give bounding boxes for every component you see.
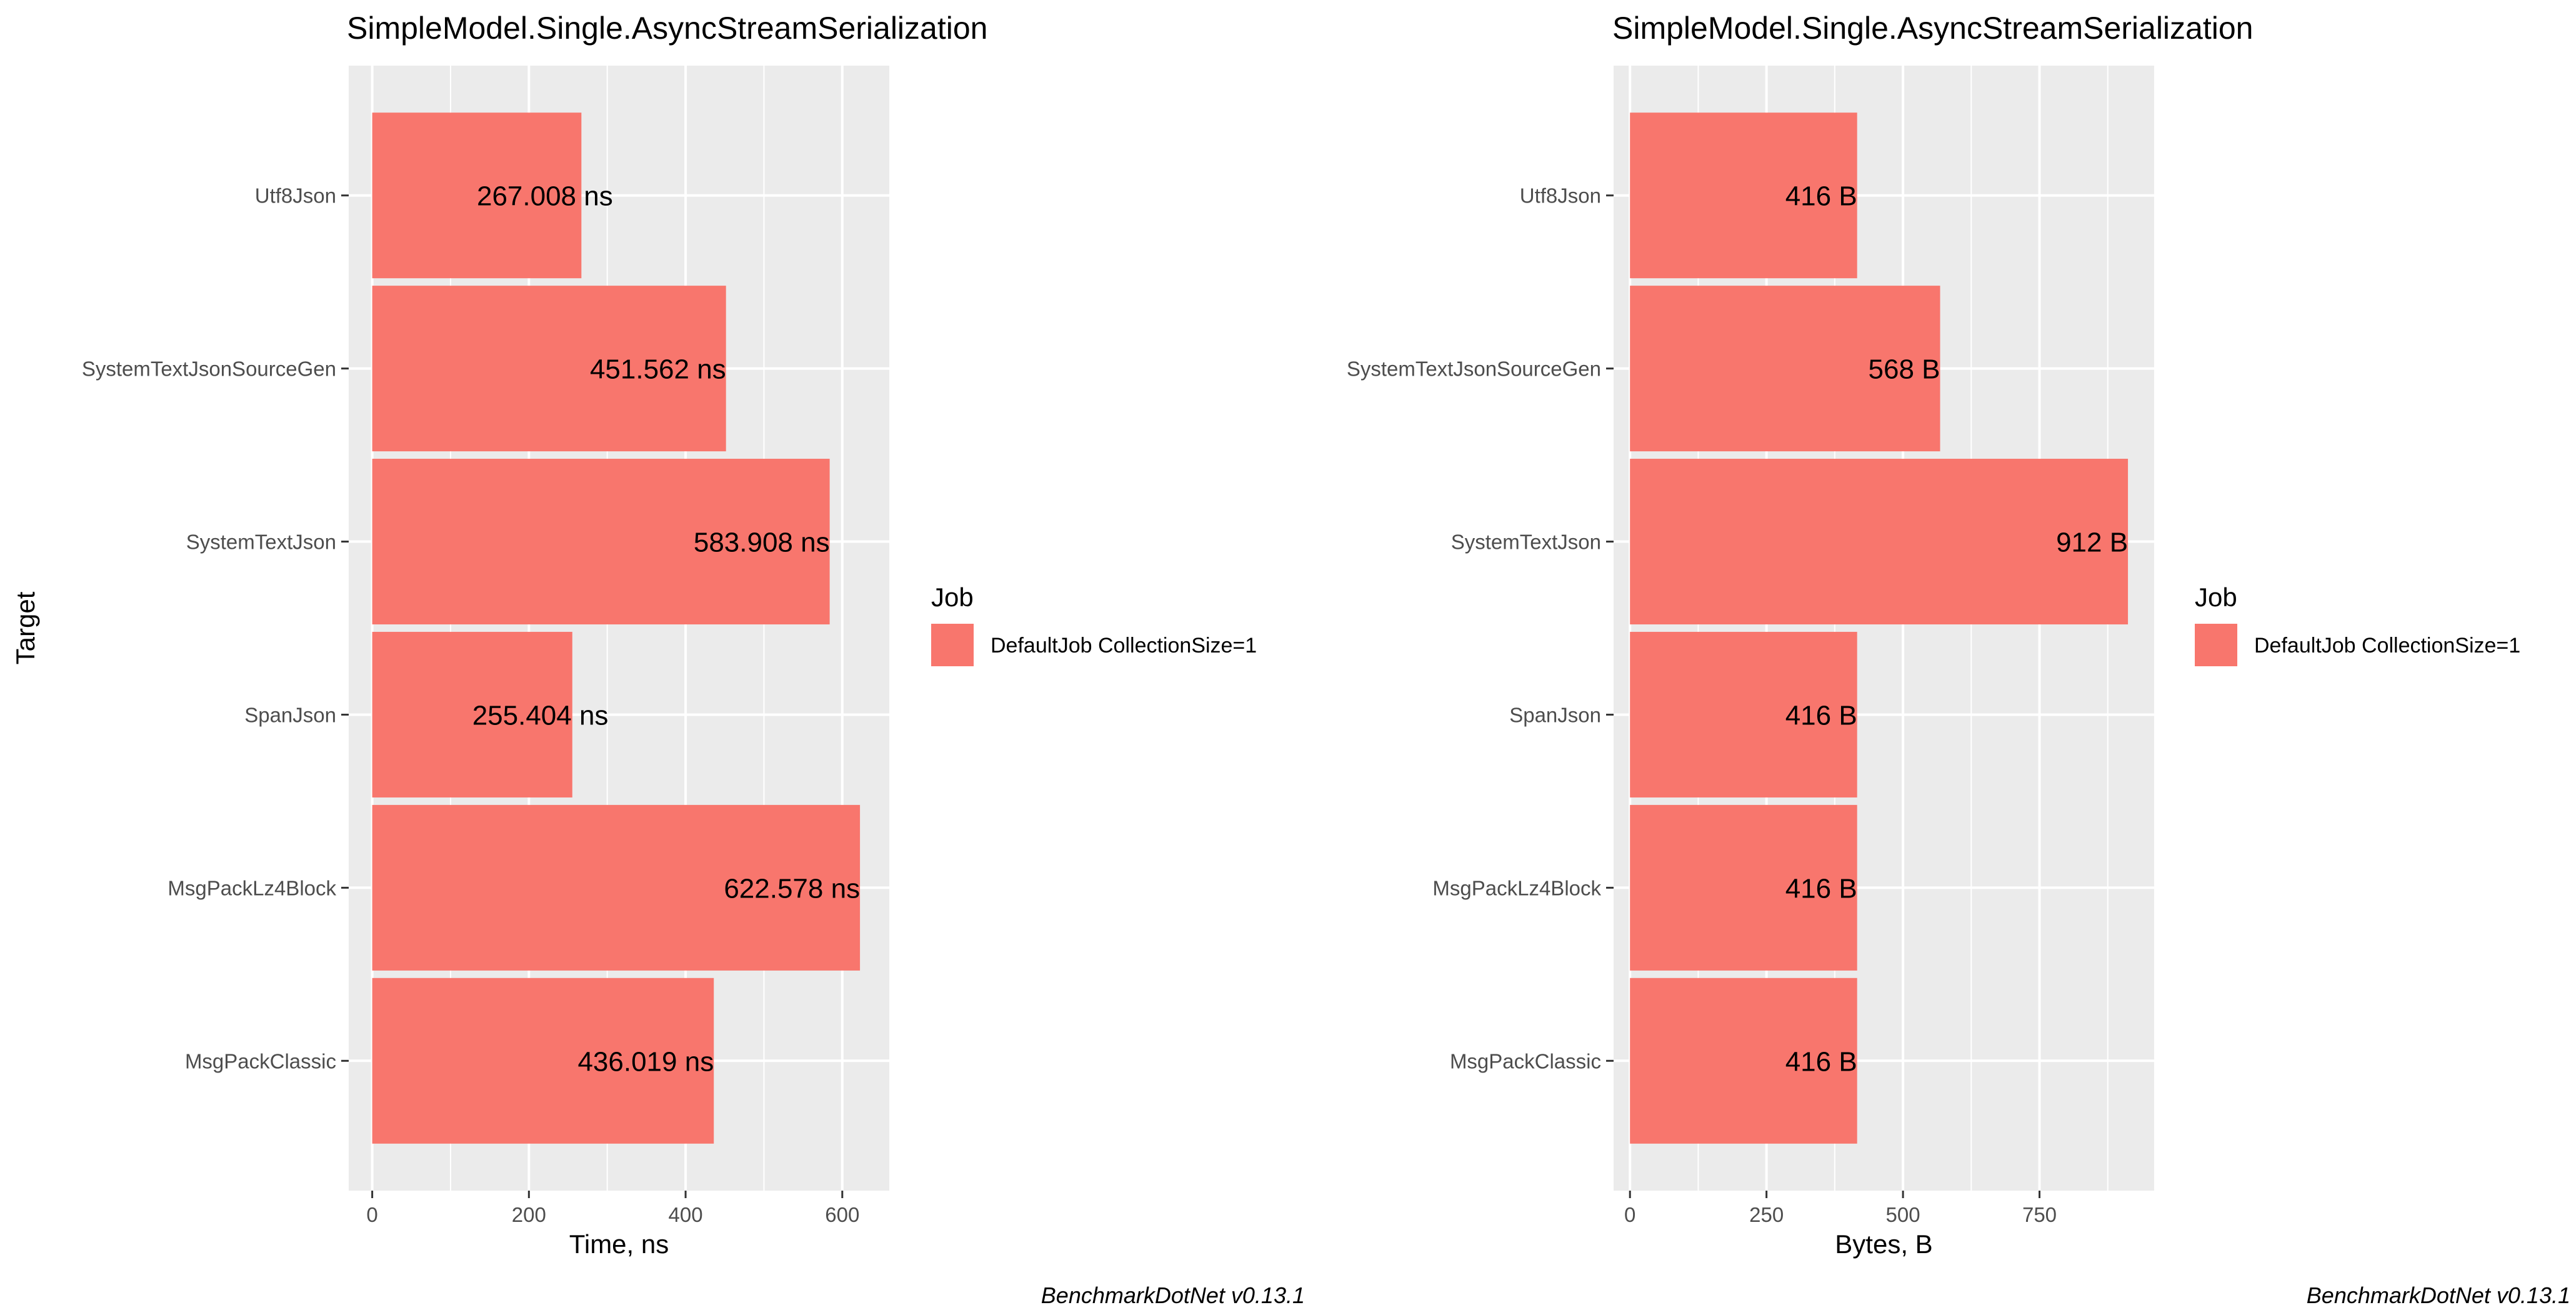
bar-msgpacklz4block [1630, 804, 1857, 971]
x-tick-label: 0 [366, 1203, 377, 1226]
bar-systemtextjson [372, 459, 830, 625]
legend-entry-label: DefaultJob CollectionSize=1 [991, 634, 1257, 658]
chart-panel-1: 267.008 ns 451.562 ns 583.908 ns 255.404 ns… [11, 11, 1305, 1308]
data-label: 416 B [1785, 873, 1857, 904]
data-label: 583.908 ns [694, 528, 830, 558]
y-tick-label: Utf8Json [1520, 184, 1601, 208]
bar-msgpackclassic [372, 978, 714, 1144]
data-label: 568 B [1869, 354, 1940, 385]
x-tick-label: 200 [512, 1203, 546, 1226]
bar-systemtextjson [1630, 459, 2129, 625]
y-tick-label: SystemTextJsonSourceGen [1347, 358, 1601, 381]
data-label: 416 B [1785, 181, 1857, 212]
y-tick-label: SystemTextJson [1451, 531, 1601, 554]
x-tick-label: 600 [825, 1203, 859, 1226]
y-tick-label: SpanJson [244, 703, 336, 726]
y-tick-label: SpanJson [1509, 703, 1601, 726]
bar-utf8json [372, 112, 582, 279]
chart-title: SimpleModel.Single.AsyncStreamSerializat… [1612, 11, 2253, 46]
data-label: 622.578 ns [724, 873, 860, 904]
legend: Job DefaultJob CollectionSize=1 [2195, 582, 2520, 666]
legend: Job DefaultJob CollectionSize=1 [931, 582, 1257, 666]
data-label: 451.562 ns [590, 354, 726, 385]
data-label: 436.019 ns [577, 1046, 714, 1077]
legend-entry-label: DefaultJob CollectionSize=1 [2254, 634, 2520, 658]
chart-title: SimpleModel.Single.AsyncStreamSerializat… [347, 11, 987, 46]
y-tick-label: SystemTextJsonSourceGen [82, 358, 336, 381]
x-axis-title: Bytes, B [1835, 1229, 1932, 1259]
legend-swatch [931, 624, 974, 666]
y-tick-label: MsgPackClassic [185, 1049, 336, 1072]
x-tick-label: 400 [669, 1203, 703, 1226]
bar-msgpackclassic [1630, 978, 1857, 1144]
y-tick-label: MsgPackLz4Block [1432, 876, 1601, 899]
bar-spanjson [1630, 631, 1857, 798]
legend-title: Job [931, 582, 974, 612]
bar-utf8json [1630, 112, 1857, 279]
x-tick-label: 0 [1624, 1203, 1635, 1226]
bar-systemtextjsonsourcegen [372, 286, 726, 452]
caption: BenchmarkDotNet v0.13.1 [1041, 1282, 1305, 1308]
y-tick-label: Utf8Json [255, 184, 336, 208]
x-tick-label: 500 [1886, 1203, 1920, 1226]
legend-title: Job [2195, 582, 2237, 612]
y-tick-label: SystemTextJson [186, 531, 336, 554]
data-label: 267.008 ns [477, 181, 613, 212]
caption: BenchmarkDotNet v0.13.1 [2307, 1282, 2570, 1308]
y-axis-title: Target [11, 591, 40, 664]
x-tick-label: 250 [1749, 1203, 1784, 1226]
bar-systemtextjsonsourcegen [1630, 286, 1940, 452]
legend-swatch [2195, 624, 2237, 666]
bar-spanjson [372, 631, 572, 798]
data-label: 416 B [1785, 1046, 1857, 1077]
y-tick-label: MsgPackClassic [1450, 1049, 1601, 1072]
x-axis-title: Time, ns [569, 1229, 669, 1259]
data-label: 912 B [2056, 528, 2128, 558]
x-tick-label: 750 [2022, 1203, 2057, 1226]
bar-msgpacklz4block [372, 804, 861, 971]
chart-panel-2: 416 B 568 B 912 B 416 B 416 B 416 B Utf8Json Sy… [1347, 11, 2570, 1308]
data-label: 416 B [1785, 700, 1857, 731]
data-label: 255.404 ns [472, 700, 609, 731]
y-tick-label: MsgPackLz4Block [167, 876, 336, 899]
